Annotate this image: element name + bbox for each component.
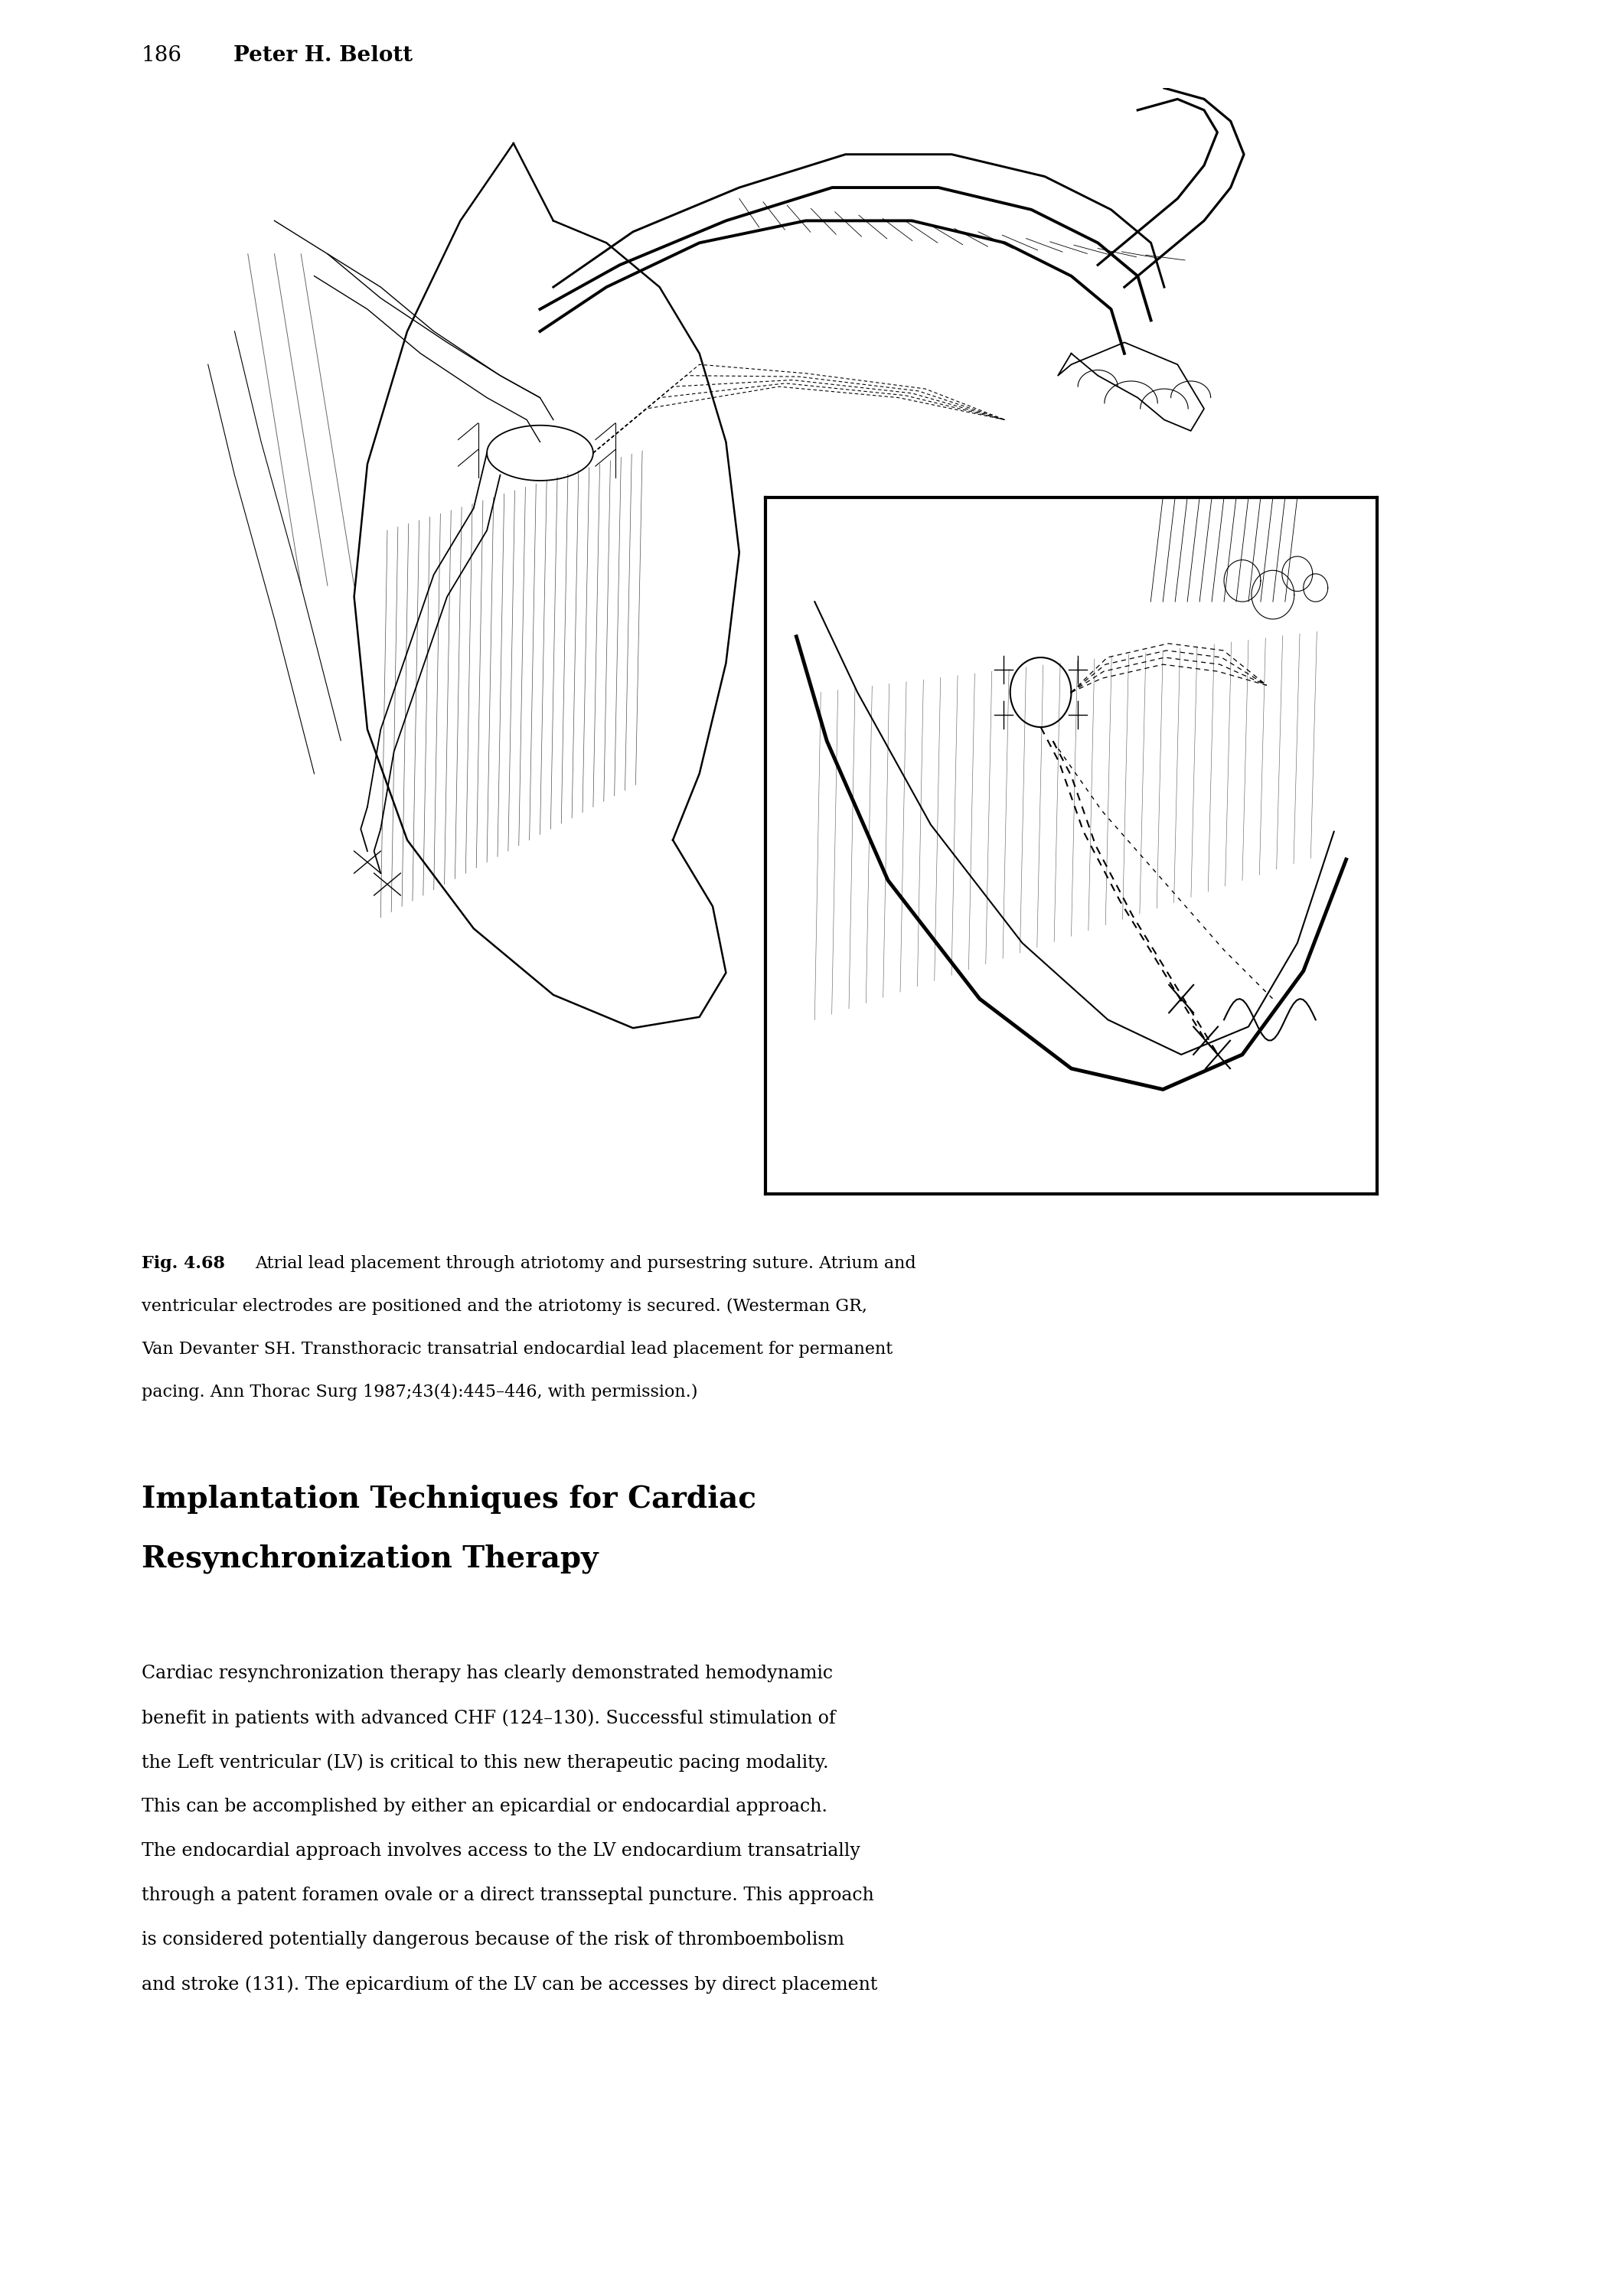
Text: Resynchronization Therapy: Resynchronization Therapy (142, 1545, 599, 1575)
Text: The endocardial approach involves access to the LV endocardium transatrially: The endocardial approach involves access… (142, 1841, 861, 1860)
Text: Van Devanter SH. Transthoracic transatrial endocardial lead placement for perman: Van Devanter SH. Transthoracic transatri… (142, 1341, 893, 1357)
Text: pacing. Ann Thorac Surg 1987;43(4):445–446, with permission.): pacing. Ann Thorac Surg 1987;43(4):445–4… (142, 1384, 698, 1401)
Text: Fig. 4.68: Fig. 4.68 (142, 1256, 225, 1272)
Text: Implantation Techniques for Cardiac: Implantation Techniques for Cardiac (142, 1486, 756, 1513)
Text: Peter H. Belott: Peter H. Belott (233, 46, 412, 67)
Text: and stroke (131). The epicardium of the LV can be accesses by direct placement: and stroke (131). The epicardium of the … (142, 1975, 877, 1993)
Text: Cardiac resynchronization therapy has clearly demonstrated hemodynamic: Cardiac resynchronization therapy has cl… (142, 1665, 833, 1683)
Text: benefit in patients with advanced CHF (124–130). Successful stimulation of: benefit in patients with advanced CHF (1… (142, 1708, 835, 1727)
Text: 186: 186 (142, 46, 182, 67)
Text: the Left ventricular (LV) is critical to this new therapeutic pacing modality.: the Left ventricular (LV) is critical to… (142, 1754, 829, 1773)
Text: Atrial lead placement through atriotomy and pursestring suture. Atrium and: Atrial lead placement through atriotomy … (254, 1256, 916, 1272)
Text: through a patent foramen ovale or a direct transseptal puncture. This approach: through a patent foramen ovale or a dire… (142, 1887, 874, 1903)
Text: is considered potentially dangerous because of the risk of thromboembolism: is considered potentially dangerous beca… (142, 1931, 845, 1949)
Text: ventricular electrodes are positioned and the atriotomy is secured. (Westerman G: ventricular electrodes are positioned an… (142, 1297, 867, 1316)
Text: This can be accomplished by either an epicardial or endocardial approach.: This can be accomplished by either an ep… (142, 1798, 827, 1816)
